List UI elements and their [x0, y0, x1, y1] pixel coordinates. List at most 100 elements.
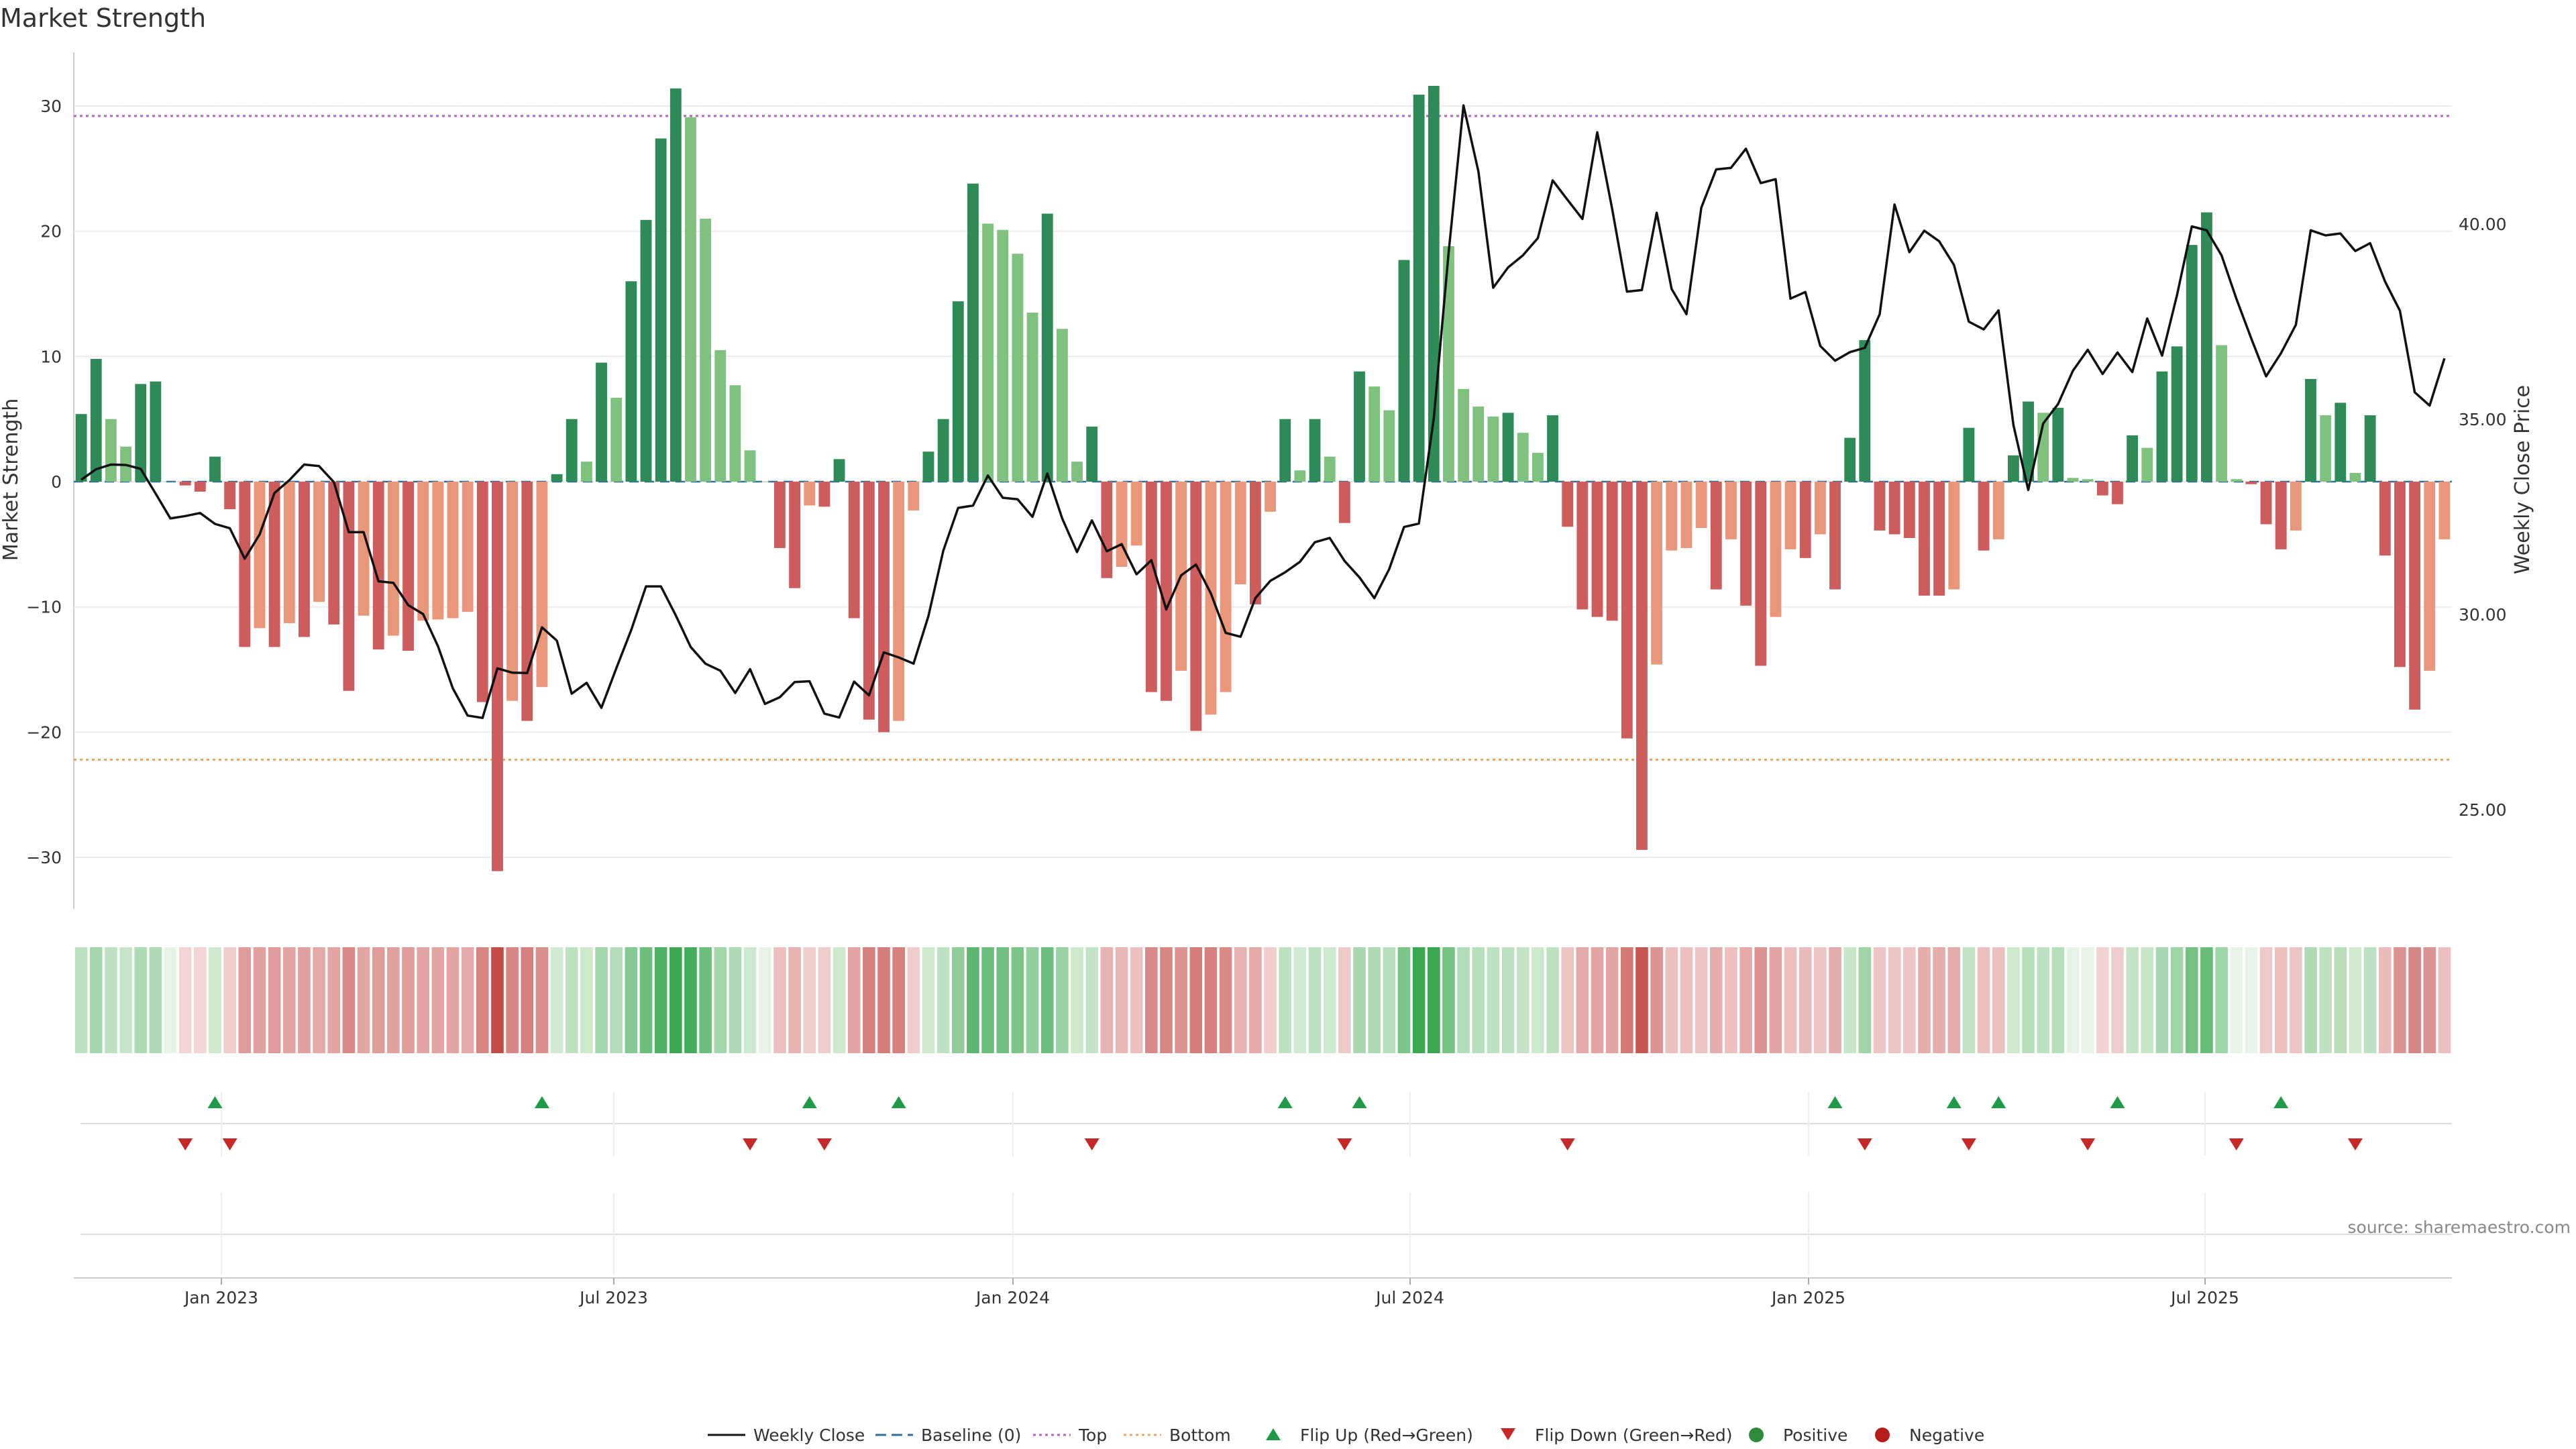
strength-bar	[1562, 482, 1574, 527]
heat-cell	[2141, 947, 2154, 1053]
strength-bar	[1680, 482, 1693, 548]
heat-cell	[699, 947, 712, 1053]
heat-cell	[2349, 947, 2362, 1053]
heat-cell	[1843, 947, 1856, 1053]
strength-bar	[1443, 246, 1454, 482]
strength-bar	[1101, 482, 1113, 578]
strength-bar	[1621, 482, 1633, 739]
x-tick-label: Jan 2023	[183, 1288, 258, 1307]
heat-cell	[1026, 947, 1039, 1053]
strength-bar	[1086, 426, 1098, 482]
strength-bar	[2141, 447, 2153, 482]
y-tick-label: 10	[40, 347, 62, 366]
strength-bar	[447, 482, 459, 619]
heat-cell	[684, 947, 697, 1053]
heat-cell	[788, 947, 801, 1053]
heat-cell	[610, 947, 623, 1053]
legend-item: Flip Down (Green→Red)	[1501, 1426, 1733, 1445]
heat-cell	[2304, 947, 2317, 1053]
strength-bar	[863, 482, 875, 720]
heat-cell	[1873, 947, 1886, 1053]
strength-bar	[1354, 371, 1365, 482]
y2-axis-ticks: 40.00 35.00 30.00 25.00	[2459, 215, 2507, 820]
strength-bar	[358, 482, 370, 616]
y-axis-ticks: 30 20 10 0 −10 −20 −30	[26, 97, 62, 867]
heat-cell	[1175, 947, 1187, 1053]
x-tick-label: Jan 2025	[1770, 1288, 1845, 1307]
heat-cell	[476, 947, 489, 1053]
heat-cell	[2037, 947, 2050, 1053]
strength-bar	[566, 419, 578, 482]
heat-cell	[1056, 947, 1069, 1053]
heat-cell	[2290, 947, 2302, 1053]
heat-cell	[2022, 947, 2035, 1053]
strength-bar	[1755, 482, 1767, 666]
strength-bar	[997, 229, 1009, 482]
strength-bar	[1770, 482, 1782, 617]
strength-bar	[2037, 413, 2049, 482]
strength-bar	[2171, 346, 2183, 482]
flip-up-marker	[534, 1096, 549, 1108]
heat-cell	[981, 947, 994, 1053]
strength-bar	[700, 218, 712, 482]
y-tick-label: 0	[51, 472, 62, 492]
strength-bar	[209, 456, 221, 482]
strength-bar	[343, 482, 355, 691]
heat-cell	[1219, 947, 1232, 1053]
heat-cell	[1784, 947, 1797, 1053]
strength-bar	[789, 482, 800, 588]
legend-item: Negative	[1875, 1426, 1984, 1445]
strength-bar	[804, 482, 816, 506]
heat-cell	[209, 947, 221, 1053]
strength-bar	[2379, 482, 2391, 556]
heat-cell	[268, 947, 281, 1053]
flip-down-marker	[1337, 1138, 1352, 1150]
heat-cell	[535, 947, 549, 1053]
strength-bar	[2067, 478, 2079, 482]
heat-cell	[342, 947, 356, 1053]
heat-cell	[1695, 947, 1708, 1053]
heat-cell	[74, 947, 88, 1053]
y2-tick-label: 40.00	[2459, 215, 2507, 234]
strength-bar	[476, 482, 488, 702]
strength-bar	[1919, 482, 1930, 596]
heat-cell	[1040, 947, 1054, 1053]
strength-bar	[2320, 415, 2332, 482]
heat-cell	[2378, 947, 2392, 1053]
heat-cell	[833, 947, 846, 1053]
strength-bar	[150, 381, 162, 482]
strength-bar	[1205, 482, 1217, 715]
heat-cell	[1145, 947, 1158, 1053]
legend-swatch	[1501, 1428, 1515, 1440]
strength-bar	[2231, 479, 2243, 482]
heat-cell	[1115, 947, 1128, 1053]
heat-cell	[907, 947, 920, 1053]
strength-bar	[1903, 482, 1915, 539]
strength-bar	[239, 482, 251, 647]
heat-cell	[2274, 947, 2288, 1053]
heat-cell	[1264, 947, 1277, 1053]
strength-bar	[1710, 482, 1722, 590]
heat-cell	[892, 947, 905, 1053]
heat-cell	[1189, 947, 1203, 1053]
strength-bar	[387, 482, 399, 636]
strength-bar	[75, 414, 87, 482]
chart-title: Market Strength	[0, 3, 206, 33]
strength-bar	[1933, 482, 1945, 596]
strength-bar	[1532, 453, 1544, 482]
heat-cell	[431, 947, 445, 1053]
heat-cell	[1487, 947, 1500, 1053]
flip-down-marker	[2347, 1138, 2363, 1150]
weekly-close-series	[80, 104, 2446, 719]
heat-cell	[1977, 947, 1990, 1053]
strength-bar	[1740, 482, 1752, 606]
grid-lines	[73, 52, 2452, 909]
heat-cell	[2170, 947, 2184, 1053]
strength-bar	[2438, 482, 2451, 539]
heat-cell	[1918, 947, 1931, 1053]
heat-cell	[1100, 947, 1114, 1053]
heat-cell	[2438, 947, 2451, 1053]
strength-bar	[1056, 329, 1068, 482]
strength-bar	[1814, 482, 1826, 535]
flip-down-marker	[743, 1138, 758, 1150]
